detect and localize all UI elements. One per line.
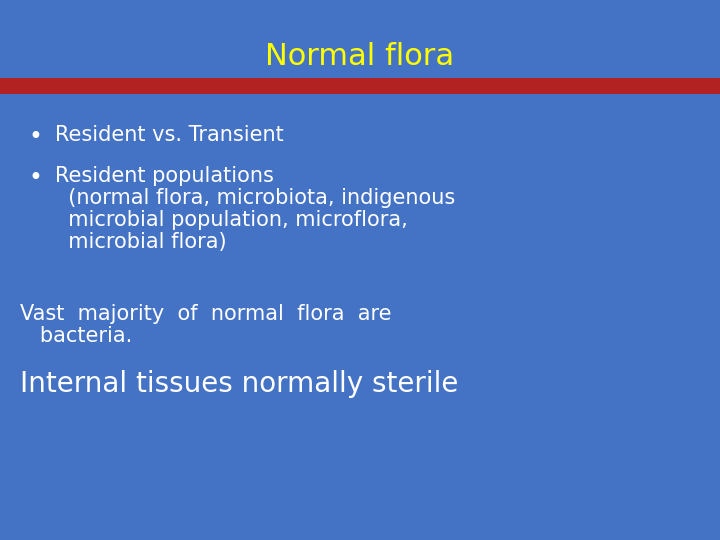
Text: microbial flora): microbial flora) [55, 232, 227, 252]
Text: Internal tissues normally sterile: Internal tissues normally sterile [20, 370, 459, 398]
Text: •: • [28, 125, 42, 149]
Text: •: • [28, 166, 42, 190]
Text: Normal flora: Normal flora [266, 42, 454, 71]
Text: Resident vs. Transient: Resident vs. Transient [55, 125, 284, 145]
Text: Vast  majority  of  normal  flora  are: Vast majority of normal flora are [20, 304, 392, 324]
Bar [0, 78, 720, 94]
Text: (normal flora, microbiota, indigenous: (normal flora, microbiota, indigenous [55, 188, 455, 208]
Text: bacteria.: bacteria. [20, 326, 132, 346]
Text: Resident populations: Resident populations [55, 166, 274, 186]
Text: microbial population, microflora,: microbial population, microflora, [55, 210, 408, 230]
